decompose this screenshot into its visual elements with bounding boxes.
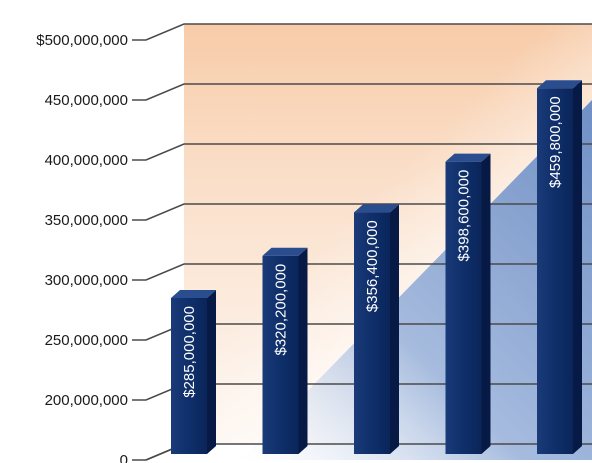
gridline [132,83,592,101]
background-cool-wedge [240,100,592,460]
gridline [132,143,592,161]
bar-front [354,212,390,454]
bar: $459,800,000 [537,80,582,455]
bar-top [537,80,582,89]
bar-front [171,298,207,454]
bar-side [573,80,582,455]
y-tick-label: $500,000,000 [36,32,128,49]
y-axis-ticks: $500,000,000 450,000,000 400,000,000 350,00… [36,32,128,463]
bar-top [354,204,399,213]
bar: $356,400,000 [354,204,399,454]
y-tick-label: 250,000,000 [45,332,128,349]
y-tick-label: 450,000,000 [45,92,128,109]
bar-side [298,247,308,454]
bar-value-label: $320,200,000 [273,264,290,356]
bar-value-label: $285,000,000 [181,306,198,398]
y-tick-label: 200,000,000 [45,392,128,409]
y-tick-label: 0 [120,452,128,463]
gridline [132,203,592,221]
bar-value-label: $459,800,000 [547,96,564,188]
bar-front [537,88,573,455]
y-tick-label: 350,000,000 [45,212,128,229]
bars: $285,000,000 $320,200,000 $356,400,000 $398… [171,80,582,455]
bar-top [262,247,308,256]
bar-side [390,204,399,454]
bar-side [481,153,491,454]
bar-value-label: $398,600,000 [456,170,473,262]
bar-top [445,153,491,162]
bar-front [262,255,299,454]
bar: $285,000,000 [171,290,216,454]
bar: $398,600,000 [445,153,491,454]
bar-front [445,161,482,454]
bar-side [207,290,216,454]
y-tick-label: 300,000,000 [45,272,128,289]
bar: $320,200,000 [262,247,308,454]
y-tick-label: 400,000,000 [45,152,128,169]
bar-top [171,290,216,298]
bar-value-label: $356,400,000 [364,220,381,312]
gridline [132,23,592,41]
